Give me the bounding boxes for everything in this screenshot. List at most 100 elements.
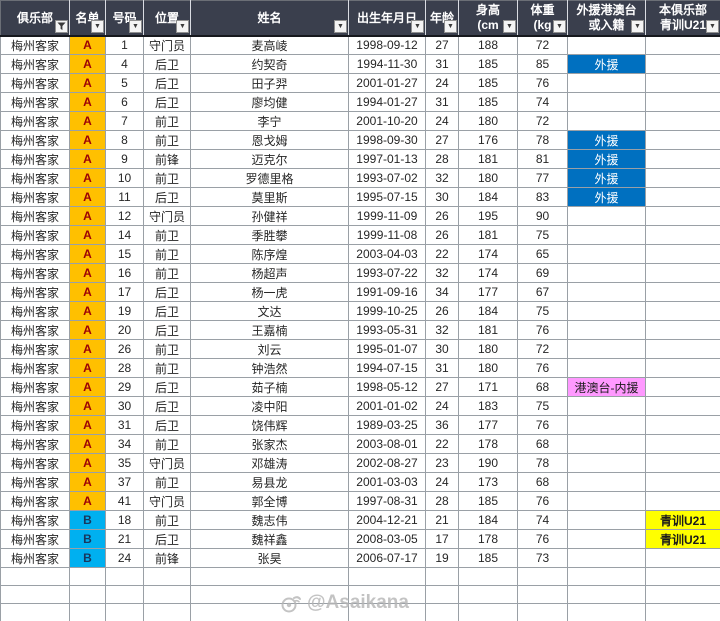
cell-height[interactable]: 177 [458,282,518,302]
cell-weight[interactable]: 68 [517,377,568,397]
cell-roster[interactable]: A [69,415,106,435]
cell-special[interactable]: 港澳台-内援 [567,377,646,397]
cell-position[interactable]: 后卫 [143,92,191,112]
cell-roster[interactable]: A [69,301,106,321]
cell-dob[interactable]: 1994-11-30 [348,54,426,74]
cell-position[interactable]: 前锋 [143,548,191,568]
cell-weight[interactable]: 74 [517,92,568,112]
cell-special[interactable] [567,472,646,492]
cell-height[interactable]: 181 [458,320,518,340]
cell-weight[interactable]: 69 [517,263,568,283]
cell-youth[interactable] [645,358,720,378]
cell-name[interactable]: 陈序煌 [190,244,349,264]
filter-dropdown-button-youth[interactable]: ▼ [706,19,719,33]
cell-position[interactable]: 前卫 [143,358,191,378]
filter-dropdown-button-special[interactable]: ▼ [631,19,644,33]
cell-club[interactable]: 梅州客家 [0,320,70,340]
cell-empty[interactable] [105,603,144,621]
cell-roster[interactable]: A [69,491,106,511]
cell-roster[interactable]: A [69,225,106,245]
cell-number[interactable]: 10 [105,168,144,188]
cell-height[interactable]: 183 [458,396,518,416]
cell-roster[interactable]: A [69,434,106,454]
cell-weight[interactable]: 81 [517,149,568,169]
cell-number[interactable]: 20 [105,320,144,340]
cell-special[interactable] [567,320,646,340]
filter-dropdown-button-roster[interactable]: ▼ [91,19,104,33]
cell-dob[interactable]: 1995-07-15 [348,187,426,207]
cell-number[interactable]: 35 [105,453,144,473]
filter-funnel-icon-club[interactable] [55,19,68,33]
cell-dob[interactable]: 1993-07-22 [348,263,426,283]
cell-youth[interactable] [645,377,720,397]
cell-position[interactable]: 后卫 [143,415,191,435]
cell-empty[interactable] [425,585,459,604]
cell-dob[interactable]: 1991-09-16 [348,282,426,302]
cell-weight[interactable]: 73 [517,548,568,568]
cell-youth[interactable] [645,35,720,55]
cell-weight[interactable]: 83 [517,187,568,207]
cell-position[interactable]: 后卫 [143,396,191,416]
cell-weight[interactable]: 68 [517,434,568,454]
cell-weight[interactable]: 90 [517,206,568,226]
cell-age[interactable]: 32 [425,168,459,188]
cell-number[interactable]: 11 [105,187,144,207]
cell-club[interactable]: 梅州客家 [0,149,70,169]
cell-roster[interactable]: A [69,54,106,74]
cell-empty[interactable] [348,585,426,604]
cell-height[interactable]: 185 [458,491,518,511]
filter-dropdown-button-name[interactable]: ▼ [334,19,347,33]
cell-height[interactable]: 174 [458,244,518,264]
cell-club[interactable]: 梅州客家 [0,263,70,283]
cell-number[interactable]: 37 [105,472,144,492]
cell-height[interactable]: 185 [458,73,518,93]
cell-number[interactable]: 12 [105,206,144,226]
cell-club[interactable]: 梅州客家 [0,301,70,321]
cell-club[interactable]: 梅州客家 [0,453,70,473]
cell-club[interactable]: 梅州客家 [0,225,70,245]
cell-youth[interactable]: 青训U21 [645,510,720,530]
cell-height[interactable]: 178 [458,529,518,549]
cell-youth[interactable] [645,301,720,321]
cell-empty[interactable] [143,585,191,604]
cell-roster[interactable]: A [69,320,106,340]
cell-roster[interactable]: A [69,130,106,150]
cell-special[interactable] [567,491,646,511]
cell-height[interactable]: 180 [458,358,518,378]
cell-dob[interactable]: 1999-11-08 [348,225,426,245]
cell-height[interactable]: 181 [458,225,518,245]
cell-special[interactable] [567,111,646,131]
cell-position[interactable]: 前卫 [143,225,191,245]
cell-empty[interactable] [0,567,70,586]
cell-weight[interactable]: 75 [517,225,568,245]
cell-dob[interactable]: 2006-07-17 [348,548,426,568]
cell-club[interactable]: 梅州客家 [0,434,70,454]
cell-youth[interactable] [645,263,720,283]
cell-number[interactable]: 14 [105,225,144,245]
cell-age[interactable]: 32 [425,320,459,340]
cell-name[interactable]: 钟浩然 [190,358,349,378]
cell-name[interactable]: 季胜攀 [190,225,349,245]
cell-name[interactable]: 罗德里格 [190,168,349,188]
cell-number[interactable]: 19 [105,301,144,321]
cell-empty[interactable] [105,567,144,586]
cell-name[interactable]: 张家杰 [190,434,349,454]
cell-special[interactable] [567,339,646,359]
cell-weight[interactable]: 72 [517,339,568,359]
cell-age[interactable]: 22 [425,244,459,264]
cell-roster[interactable]: A [69,396,106,416]
cell-empty[interactable] [458,567,518,586]
filter-dropdown-button-weight[interactable]: ▼ [553,19,566,33]
cell-position[interactable]: 前卫 [143,434,191,454]
cell-dob[interactable]: 1993-05-31 [348,320,426,340]
cell-special[interactable] [567,510,646,530]
cell-special[interactable]: 外援 [567,130,646,150]
cell-height[interactable]: 177 [458,415,518,435]
cell-youth[interactable] [645,491,720,511]
cell-position[interactable]: 后卫 [143,529,191,549]
cell-empty[interactable] [0,585,70,604]
cell-roster[interactable]: A [69,111,106,131]
cell-roster[interactable]: A [69,472,106,492]
cell-weight[interactable]: 67 [517,282,568,302]
cell-club[interactable]: 梅州客家 [0,472,70,492]
